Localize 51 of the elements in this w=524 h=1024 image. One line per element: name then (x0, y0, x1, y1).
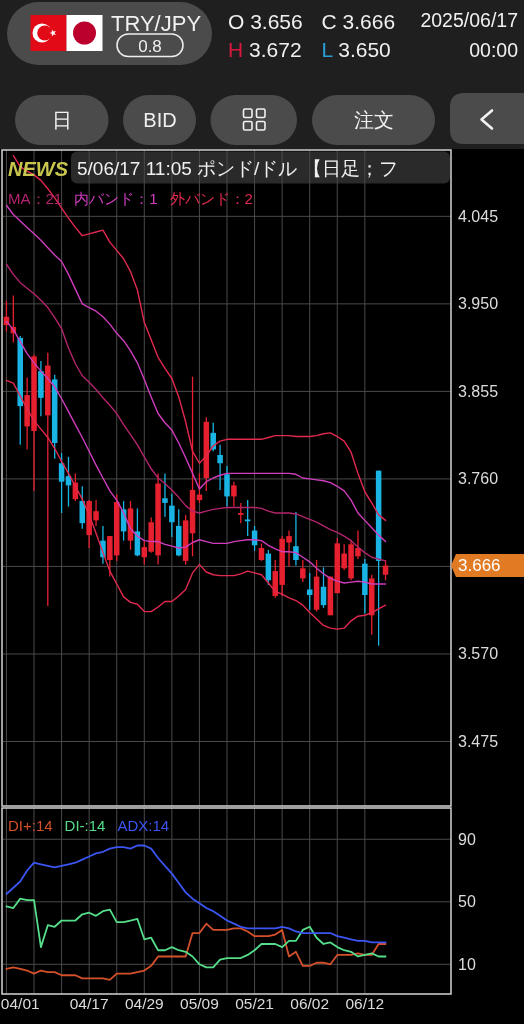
text: 内バンド：1 (74, 189, 158, 207)
line-series (5, 844, 387, 944)
text: 注文 (354, 109, 394, 131)
series-label: ADX:14 (117, 816, 170, 834)
candlestick (238, 502, 244, 524)
y-tick-label: 3.855 (458, 382, 499, 400)
chart-title: TRY/JPY (111, 11, 202, 36)
candlestick (210, 422, 216, 452)
y-tick-label: 3.760 (458, 470, 499, 488)
candlestick (300, 559, 306, 583)
candlestick (162, 472, 168, 518)
y-tick-label: 3.950 (458, 295, 499, 313)
text: H 3.672 (228, 38, 302, 61)
candlestick (244, 499, 251, 537)
candlestick (306, 572, 313, 611)
text: C 3.666 (321, 9, 396, 33)
line-series (5, 922, 387, 981)
x-tick-label: 06/02 (290, 995, 330, 1012)
x-tick-label: 04/01 (0, 995, 40, 1012)
line-series (5, 263, 387, 562)
candlestick (224, 465, 230, 508)
y-tick-label: 4.045 (458, 207, 499, 225)
text: 3.666 (458, 556, 501, 576)
y-tick-label: 50 (458, 893, 476, 911)
candlestick (231, 481, 237, 508)
y-tick-label: 3.475 (458, 733, 499, 751)
x-tick-label: 06/12 (345, 995, 385, 1012)
candlestick (217, 444, 223, 491)
y-tick-label: 90 (458, 830, 476, 848)
text: O 3.656 (228, 9, 303, 33)
annotation: 5/06/17 11:05 ポンド/ドル 【日足；フ (77, 158, 398, 179)
text: 外バンド：2 (169, 189, 253, 207)
text: DI+:14 (8, 816, 53, 834)
y-tick-label: 3.570 (458, 645, 499, 663)
text: BID (143, 109, 177, 131)
text: L 3.650 (321, 38, 391, 61)
text: 2025/06/17 (420, 9, 518, 31)
line-series (5, 204, 387, 543)
text: 日 (52, 109, 72, 131)
candlestick (169, 493, 175, 538)
line-series (5, 897, 387, 969)
text: 00:00 (469, 39, 519, 61)
x-tick-label: 05/09 (180, 995, 219, 1012)
candlestick (293, 511, 299, 567)
line-series (5, 379, 387, 630)
x-tick-label: 04/29 (124, 995, 164, 1012)
x-tick-label: 05/21 (235, 995, 274, 1012)
x-tick-label: 04/17 (69, 995, 109, 1012)
y-tick-label: 10 (458, 955, 476, 973)
text: 0.8 (138, 36, 162, 56)
text: DI-:14 (64, 816, 106, 834)
